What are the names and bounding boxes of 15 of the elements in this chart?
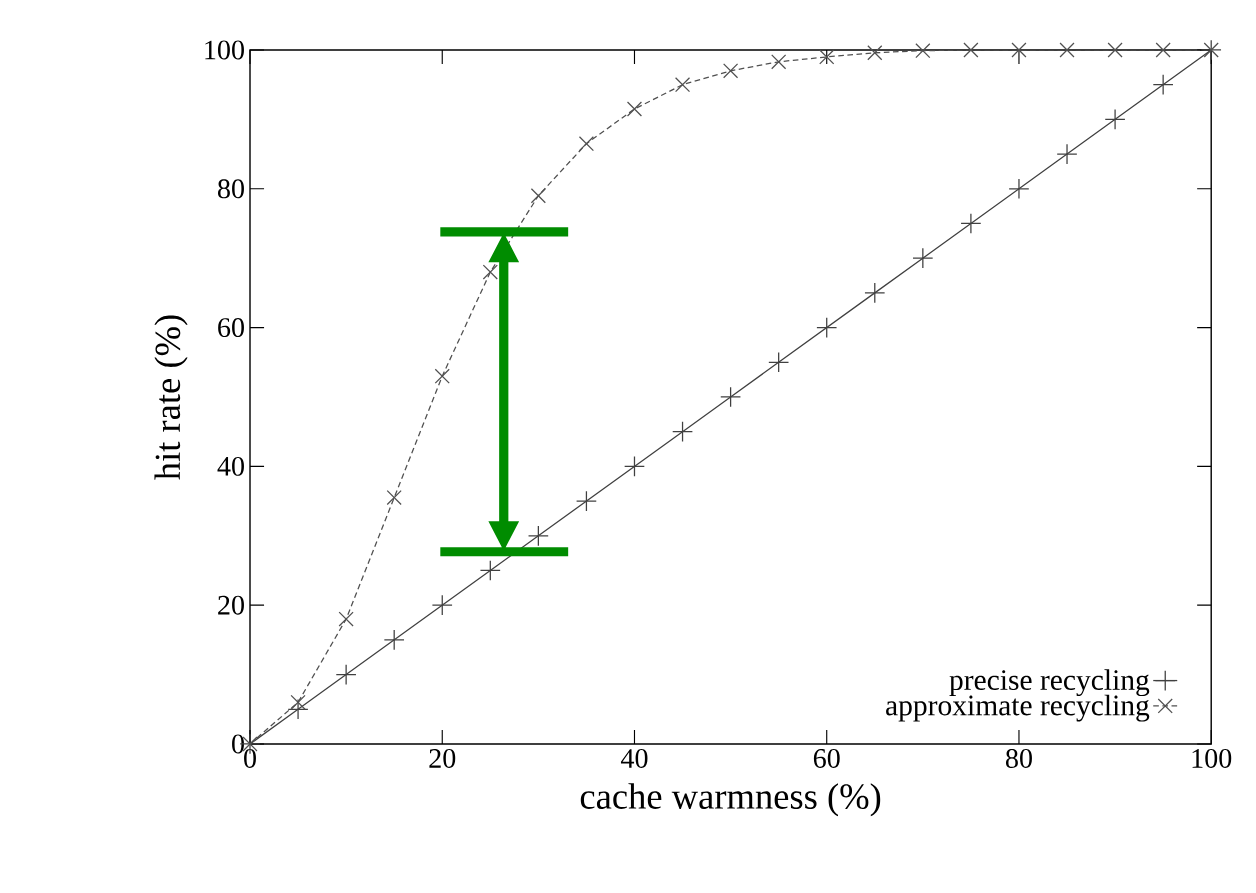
x-tick-label: 20: [429, 748, 456, 768]
x-tick-label: 60: [813, 748, 840, 768]
y-tick-label: 100: [205, 40, 244, 60]
y-axis-title: hit rate (%): [154, 315, 188, 480]
y-tick-label: 20: [218, 595, 244, 615]
x-axis-title: cache warmness (%): [580, 783, 881, 817]
y-tick-label: 40: [217, 456, 244, 476]
y-tick-label: 80: [218, 179, 244, 199]
x-tick-label: 100: [1192, 748, 1232, 768]
x-tick-label: 80: [1005, 748, 1032, 768]
legend-label: precise recycling: [949, 669, 1150, 697]
x-tick-label: 40: [620, 748, 648, 768]
y-tick-label: 60: [218, 318, 244, 338]
legend-label: approximate recycling: [886, 694, 1150, 722]
y-tick-label: 0: [232, 734, 244, 754]
